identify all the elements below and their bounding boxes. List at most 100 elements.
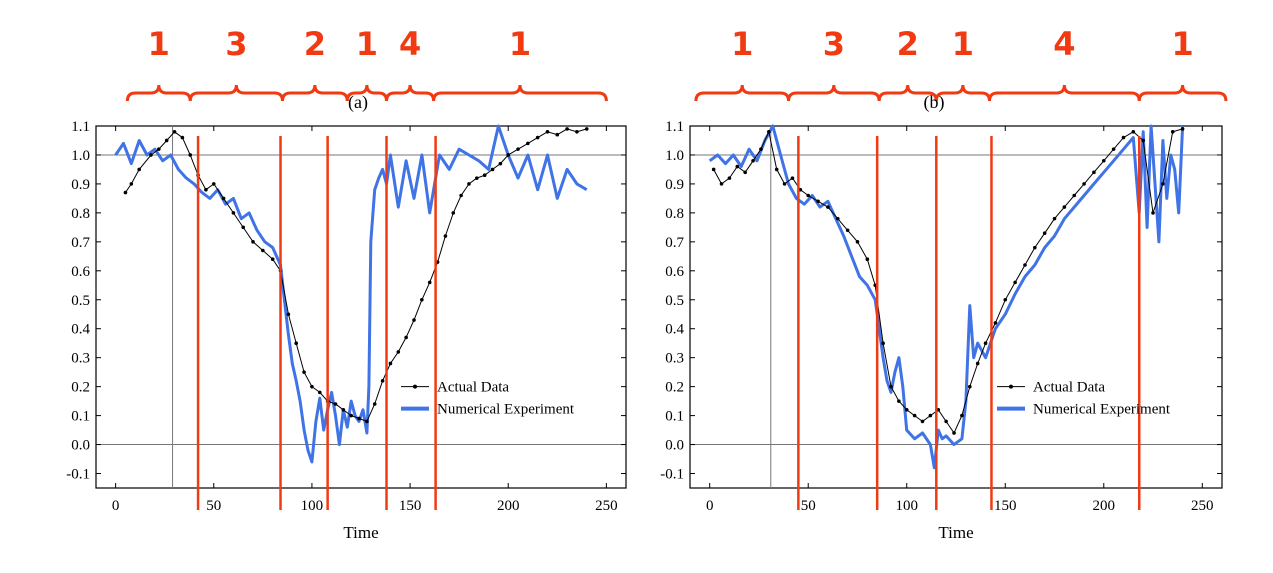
y-tick-label: 0.2 [71, 380, 90, 396]
legend-label-actual-data: Actual Data [1033, 380, 1105, 396]
actual-data-point [1033, 245, 1037, 250]
actual-data-point [310, 384, 314, 389]
phase-label: 2 [897, 25, 919, 63]
actual-data-point [333, 402, 338, 406]
y-tick-label: 0.5 [665, 293, 684, 309]
y-tick-label: 0.1 [665, 409, 684, 425]
actual-data-point [1013, 280, 1017, 285]
actual-data-point [443, 234, 448, 238]
actual-data-point [1161, 182, 1165, 186]
actual-data-point [1092, 170, 1096, 175]
actual-data-point [806, 193, 811, 198]
y-tick-label: 0.4 [665, 322, 684, 338]
x-axis-title: Time [938, 523, 973, 542]
y-tick-label: 0.9 [665, 177, 684, 193]
plot-frame [689, 125, 1223, 489]
x-tick-label: 100 [301, 498, 324, 514]
x-tick-label: 200 [1093, 498, 1116, 514]
actual-data-point [743, 170, 747, 175]
y-tick-label: 0.5 [71, 293, 90, 309]
actual-data-point [751, 158, 755, 163]
x-axis-title: Time [343, 523, 378, 542]
phase-label: 4 [1053, 25, 1075, 63]
actual-data-point [920, 419, 925, 424]
phase-label: 1 [148, 25, 170, 63]
actual-data-point [1003, 297, 1008, 302]
y-tick-label: 0.0 [71, 438, 90, 454]
actual-data-point [341, 408, 346, 412]
actual-data-point [584, 127, 589, 131]
actual-data-point [1180, 127, 1185, 131]
phase-label: 1 [356, 25, 378, 63]
y-tick-label: 0.2 [665, 380, 684, 396]
actual-data-point [845, 228, 850, 233]
series-actual-data [713, 128, 1183, 435]
actual-data-point [855, 240, 860, 244]
phase-bracket [787, 84, 881, 102]
actual-data-point [204, 187, 208, 192]
y-tick-label: 1.0 [665, 148, 684, 164]
actual-data-point [782, 182, 787, 186]
actual-data-point [575, 129, 579, 134]
chart-panel-b: -0.1 0.0 0.1 0.2 0.3 0.4 0.5 0.6 0.7 0.8 0.9 1.0 1.1… [660, 25, 1228, 542]
phase-bracket [345, 84, 389, 102]
panel-label: (b) [924, 92, 945, 113]
actual-data-point [1121, 135, 1126, 140]
actual-data-point [835, 216, 840, 221]
phase-bracket [125, 84, 192, 102]
actual-data-point [1082, 182, 1086, 186]
x-tick-label: 250 [1191, 498, 1214, 514]
actual-data-point [365, 419, 369, 424]
actual-data-point [565, 127, 569, 131]
actual-data-point [388, 361, 393, 366]
y-tick-label: 0.7 [71, 235, 90, 251]
y-tick-label: 0.3 [665, 351, 684, 367]
phase-bracket [188, 84, 284, 102]
legend: Actual Data Numerical Experiment [997, 380, 1171, 418]
actual-data-point [1131, 129, 1136, 134]
actual-data-point [251, 240, 255, 244]
actual-data-point [1170, 129, 1175, 134]
actual-data-point [490, 167, 495, 172]
actual-data-point [993, 321, 998, 325]
actual-data-point [928, 413, 933, 418]
actual-data-point [735, 164, 740, 169]
actual-data-point [816, 199, 820, 204]
actual-data-point [1111, 147, 1116, 151]
actual-data-point [149, 153, 153, 157]
actual-data-point [380, 379, 385, 383]
actual-data-point [137, 167, 141, 172]
actual-data-point [983, 341, 988, 346]
legend-marker-actual-data [413, 384, 417, 389]
actual-data-point [1023, 263, 1027, 267]
actual-data-point [719, 182, 724, 186]
phase-label: 4 [399, 25, 421, 63]
x-tick-label: 50 [801, 498, 816, 514]
series-actual-data [124, 128, 587, 423]
legend-marker-actual-data [1009, 384, 1013, 389]
panel-label: (a) [348, 92, 368, 113]
phase-label: 1 [509, 25, 531, 63]
y-tick-label: 0.0 [665, 438, 684, 454]
actual-data-point [545, 129, 550, 134]
legend: Actual Data Numerical Experiment [401, 380, 575, 418]
actual-data-point [231, 211, 236, 215]
phase-label: 1 [952, 25, 974, 63]
actual-data-point [451, 211, 456, 215]
actual-data-point [180, 135, 185, 140]
x-tick-label: 150 [994, 498, 1017, 514]
actual-data-point [129, 182, 134, 186]
actual-data-point [759, 147, 763, 151]
y-tick-label: 0.4 [71, 322, 90, 338]
actual-data-point [960, 413, 964, 418]
x-tick-label: 0 [706, 498, 714, 514]
phase-bracket [934, 84, 991, 102]
actual-data-point [826, 205, 830, 209]
actual-data-point [1101, 158, 1106, 163]
y-tick-label: 1.0 [71, 148, 90, 164]
actual-data-point [498, 161, 503, 166]
actual-data-point [1042, 231, 1047, 235]
actual-data-point [372, 402, 377, 406]
phase-bracket [694, 84, 791, 102]
y-tick-label: 1.1 [665, 119, 684, 135]
